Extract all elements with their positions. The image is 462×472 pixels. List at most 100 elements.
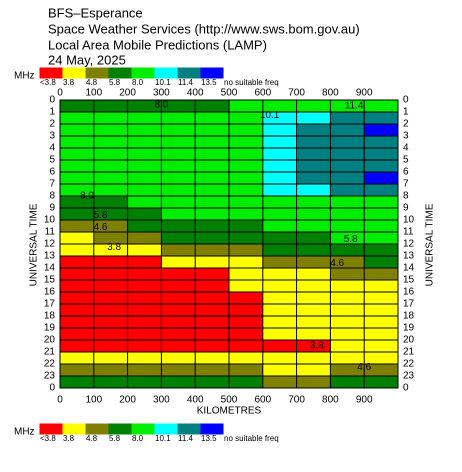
contour-cell — [161, 304, 196, 317]
y-tick-label: 18 — [44, 311, 56, 322]
y-tick-label: 21 — [403, 347, 415, 358]
contour-label: 5.8 — [344, 234, 358, 245]
contour-cell — [364, 328, 399, 341]
contour-cell — [93, 280, 129, 293]
contour-cell — [364, 136, 399, 149]
contour-cell — [161, 352, 196, 365]
contour-cell — [127, 208, 162, 221]
y-tick-label: 11 — [403, 227, 414, 238]
contour-cell — [127, 280, 162, 293]
legend-swatch — [223, 67, 300, 79]
legend-label: <3.8 — [40, 434, 56, 443]
contour-cell — [229, 280, 264, 293]
contour-cell — [127, 172, 162, 185]
plot-frame — [59, 99, 399, 389]
x-tick-label: 300 — [153, 395, 170, 406]
contour-cell — [296, 148, 331, 161]
contour-cell — [296, 304, 331, 317]
legend-swatch — [85, 423, 110, 435]
y-tick-label: 23 — [403, 371, 415, 382]
contour-cell — [60, 340, 95, 353]
contour-cell — [262, 364, 298, 377]
contour-cell — [127, 160, 162, 173]
contour-cell — [93, 364, 129, 377]
y-tick-label: 22 — [403, 359, 415, 370]
x-tick-label: 800 — [322, 395, 339, 406]
x-axis-label: KILOMETRES — [197, 406, 262, 417]
legend-label: 3.8 — [63, 434, 75, 443]
contour-cell — [195, 112, 230, 125]
y-tick-label: 0 — [403, 95, 409, 106]
contour-cell — [161, 112, 196, 125]
contour-cell — [364, 280, 399, 293]
contour-cell — [195, 100, 230, 113]
legend-swatch — [108, 423, 133, 435]
contour-cell — [161, 232, 196, 245]
contour-cell — [127, 292, 162, 305]
contour-cell — [330, 196, 365, 209]
contour-cell — [93, 136, 129, 149]
legend-swatch — [177, 423, 202, 435]
contour-cell — [93, 244, 129, 257]
contour-cell — [60, 304, 95, 317]
contour-cell — [93, 148, 129, 161]
contour-cell — [127, 148, 162, 161]
contour-cell — [229, 232, 264, 245]
contour-cell — [229, 148, 264, 161]
contour-cell — [161, 172, 196, 185]
title-line: Local Area Mobile Predictions (LAMP) — [48, 37, 267, 52]
contour-cell — [330, 232, 365, 245]
contour-cell — [330, 340, 365, 353]
y-tick-label: 15 — [403, 275, 415, 286]
contour-cell — [364, 160, 399, 173]
x-tick-label: 700 — [288, 88, 305, 99]
contour-cell — [296, 256, 331, 269]
contour-cell — [229, 196, 264, 209]
contour-cell — [60, 292, 95, 305]
contour-cell — [364, 208, 399, 221]
contour-cell — [161, 328, 196, 341]
contour-label: 4.6 — [357, 362, 371, 373]
contour-cell — [195, 136, 230, 149]
contour-cell — [330, 352, 365, 365]
contour-cell — [364, 184, 399, 197]
contour-cell — [60, 100, 95, 113]
y-tick-label: 2 — [403, 119, 409, 130]
y-tick-label: 17 — [403, 299, 415, 310]
legend-label: 13.5 — [201, 78, 217, 87]
contour-cell — [93, 100, 129, 113]
contour-cell — [60, 256, 95, 269]
contour-cell — [93, 376, 129, 389]
contour-cell — [195, 220, 230, 233]
contour-label: 4.6 — [94, 222, 108, 233]
contour-label: 3.8 — [107, 242, 121, 253]
contour-cell — [127, 136, 162, 149]
contour-cell — [195, 148, 230, 161]
contour-cell — [262, 292, 298, 305]
contour-cell — [93, 304, 129, 317]
legend-swatch — [154, 423, 179, 435]
contour-cell — [229, 364, 264, 377]
y-tick-label: 14 — [44, 263, 56, 274]
contour-cell — [229, 184, 264, 197]
contour-label: 4.6 — [330, 258, 344, 269]
contour-cell — [60, 316, 95, 329]
contour-cell — [330, 160, 365, 173]
contour-cell — [127, 328, 162, 341]
contour-cell — [262, 112, 298, 125]
contour-label: 8.0 — [154, 99, 168, 110]
contour-cell — [127, 124, 162, 137]
contour-cell — [364, 256, 399, 269]
contour-cell — [229, 268, 264, 281]
contour-cell — [262, 220, 298, 233]
contour-cell — [127, 220, 162, 233]
contour-cell — [161, 316, 196, 329]
contour-cell — [262, 244, 298, 257]
contour-cell — [127, 112, 162, 125]
contour-cell — [127, 352, 162, 365]
contour-cell — [60, 160, 95, 173]
legend-label: 3.8 — [63, 78, 75, 87]
legend-swatch — [62, 423, 87, 435]
contour-cell — [161, 160, 196, 173]
contour-cell — [93, 160, 129, 173]
